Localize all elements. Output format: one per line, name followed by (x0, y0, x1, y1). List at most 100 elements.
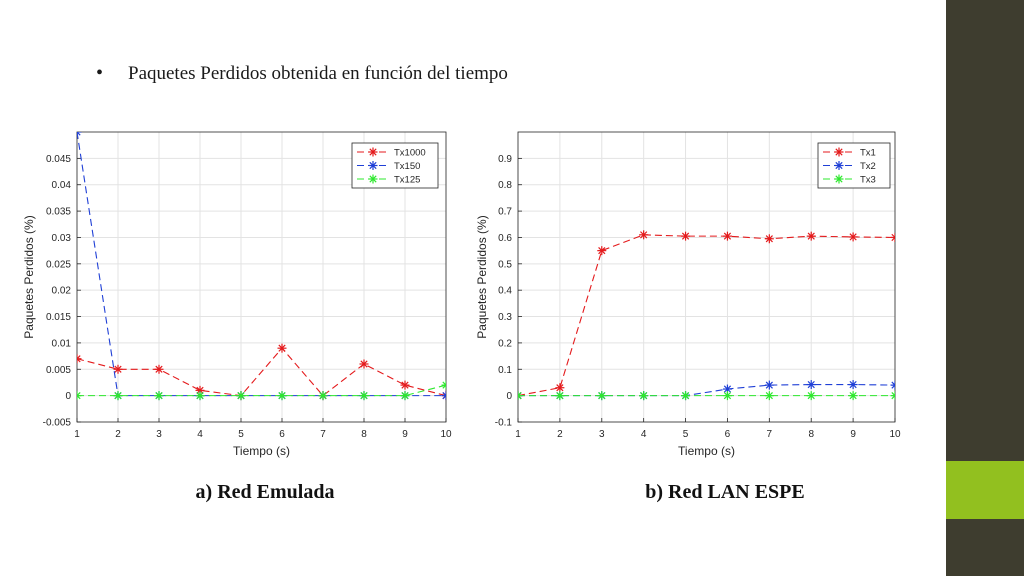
data-point-tx1 (806, 231, 816, 241)
data-point-tx3 (681, 391, 691, 401)
data-point-tx125 (195, 391, 205, 401)
data-point-tx3 (639, 391, 649, 401)
legend-marker (834, 174, 844, 184)
data-point-tx1 (764, 234, 774, 244)
y-tick-label: 0.6 (498, 233, 512, 244)
x-tick-label: 10 (440, 429, 452, 440)
plot-b: 1 2 3 4 5 6 7 8 9 10 -0.1 0 0.1 0.2 0.3 0.4 0.5 0.6 0.7 0.8… (475, 131, 901, 458)
x-tick-label: 5 (238, 429, 244, 440)
legend-item-tx1000: Tx1000 (357, 147, 426, 159)
data-point-tx3 (555, 391, 565, 401)
x-tick-label: 8 (361, 429, 367, 440)
bullet-symbol: • (96, 62, 104, 84)
legend-label: Tx125 (394, 175, 420, 186)
data-point-tx2 (848, 380, 858, 390)
plot-a: 1 2 3 4 5 6 7 8 9 10 -0.005 0 0.005 0.01 0.015 0.02 0.02… (22, 131, 452, 458)
data-point-tx3 (890, 391, 895, 401)
legend: Tx1 Tx2 Tx3 (817, 142, 891, 189)
x-tick-label: 2 (557, 429, 563, 440)
x-axis-label: Tiempo (s) (233, 444, 290, 458)
y-tick-label: 0.7 (498, 207, 512, 218)
x-tick-label: 1 (515, 429, 521, 440)
y-tick-label: 0.3 (498, 312, 512, 323)
y-tick-label: 0.005 (46, 365, 71, 376)
data-point-tx1000 (359, 359, 369, 369)
series-line-tx2 (518, 384, 895, 397)
data-point-tx3 (848, 391, 858, 401)
series-tx125 (77, 380, 446, 401)
data-point-tx2 (764, 380, 774, 390)
data-point-tx1 (597, 246, 607, 256)
data-point-tx1000 (113, 364, 123, 374)
legend-label: Tx2 (860, 161, 876, 172)
data-point-tx125 (400, 391, 410, 401)
y-tick-label: 0.02 (52, 286, 72, 297)
data-point-tx1000 (77, 354, 82, 364)
data-point-tx2 (890, 380, 895, 390)
data-point-tx125 (441, 380, 446, 390)
x-tick-label: 10 (889, 429, 901, 440)
legend-marker (368, 174, 378, 184)
x-tick-label: 1 (74, 429, 80, 440)
data-point-tx1 (890, 232, 895, 242)
x-tick-label: 4 (197, 429, 203, 440)
y-axis-label: Paquetes Perdidos (%) (475, 215, 489, 338)
legend-marker (368, 147, 378, 157)
data-point-tx1000 (277, 343, 287, 353)
data-point-tx150 (77, 132, 82, 137)
y-tick-label: 0.035 (46, 207, 71, 218)
x-tick-label: 7 (320, 429, 326, 440)
legend-box (351, 142, 439, 189)
x-tick-label: 3 (599, 429, 605, 440)
y-tick-label: 0.01 (52, 338, 72, 349)
x-axis-label: Tiempo (s) (678, 444, 735, 458)
y-tick-label: -0.005 (43, 418, 72, 429)
series-tx3 (518, 391, 895, 401)
y-tick-label: 0.4 (498, 286, 512, 297)
data-point-tx1000 (195, 385, 205, 395)
caption-red-emulada: a) Red Emulada (195, 481, 335, 503)
legend-label: Tx1 (860, 148, 876, 159)
data-point-tx1 (722, 231, 732, 241)
legend-label: Tx3 (860, 175, 876, 186)
y-tick-label: 0.04 (52, 180, 72, 191)
data-point-tx150 (441, 391, 446, 401)
x-tick-label: 6 (725, 429, 731, 440)
x-tick-label: 2 (115, 429, 121, 440)
data-point-tx125 (77, 391, 82, 401)
y-axis-label: Paquetes Perdidos (%) (22, 215, 36, 338)
data-point-tx3 (764, 391, 774, 401)
data-point-tx125 (113, 391, 123, 401)
data-point-tx125 (236, 391, 246, 401)
legend: Tx1000 Tx150 Tx125 (351, 142, 439, 189)
data-point-tx3 (722, 391, 732, 401)
x-tick-label: 8 (808, 429, 814, 440)
x-tick-label: 4 (641, 429, 647, 440)
legend-item-tx1: Tx1 (823, 147, 876, 159)
data-point-tx3 (518, 391, 523, 401)
x-tick-label: 9 (850, 429, 856, 440)
legend-item-tx3: Tx3 (823, 174, 876, 186)
legend-marker (368, 161, 378, 170)
x-tick-label: 5 (683, 429, 689, 440)
y-tick-label: 0.8 (498, 180, 512, 191)
x-tick-label: 7 (767, 429, 773, 440)
y-tick-label: -0.1 (495, 418, 513, 429)
series-line-tx1 (518, 234, 895, 397)
data-point-tx1 (681, 231, 691, 241)
data-point-tx125 (359, 391, 369, 401)
y-tick-label: 0.025 (46, 259, 71, 270)
legend-marker (834, 161, 844, 170)
x-tick-label: 3 (156, 429, 162, 440)
data-point-tx3 (597, 391, 607, 401)
series-line-tx1000 (77, 347, 446, 397)
y-tick-label: 0 (506, 391, 512, 402)
x-tick-label: 6 (279, 429, 285, 440)
axes-box (76, 131, 447, 423)
data-point-tx3 (806, 391, 816, 401)
data-point-tx125 (154, 391, 164, 401)
legend-item-tx125: Tx125 (357, 174, 420, 186)
x-tick-label: 9 (402, 429, 408, 440)
